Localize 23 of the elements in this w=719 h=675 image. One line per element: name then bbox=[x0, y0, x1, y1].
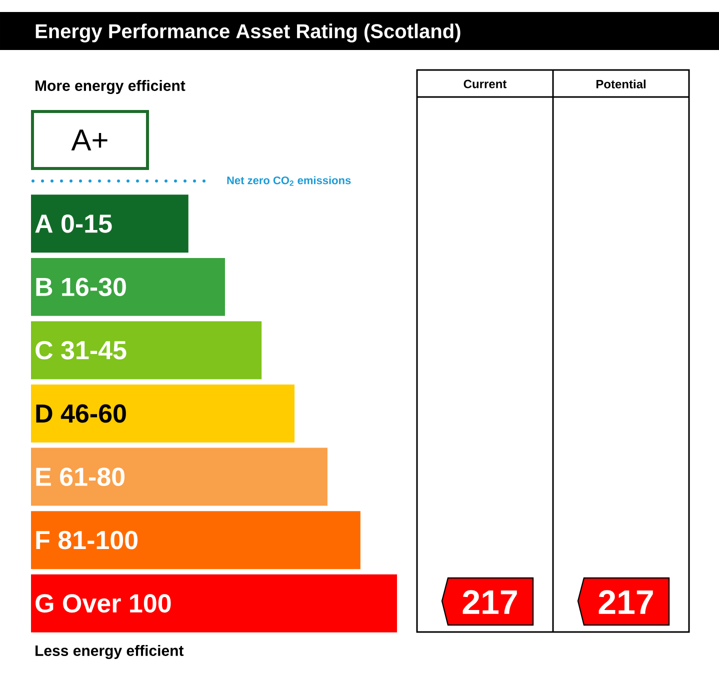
y-tick-label: B 16-30 bbox=[36, 278, 126, 296]
bar bbox=[31, 321, 262, 380]
bar bbox=[31, 574, 398, 632]
text: Net zero CO$_{2}$ emissions bbox=[227, 176, 351, 186]
text: 217 bbox=[462, 590, 517, 614]
text: More energy efficient bbox=[36, 80, 186, 94]
bar bbox=[31, 384, 295, 443]
y-tick-label: E 61-80 bbox=[36, 468, 124, 486]
text: Less energy efficient bbox=[36, 644, 184, 660]
bar bbox=[31, 258, 225, 316]
bar bbox=[31, 448, 328, 506]
y-tick-label: A 0-15 bbox=[35, 214, 112, 233]
y-tick-label: C 31-45 bbox=[36, 340, 126, 360]
text: 217 bbox=[598, 590, 653, 614]
bar bbox=[31, 511, 360, 570]
y-tick-label: F 81-100 bbox=[36, 530, 138, 550]
y-tick-label: D 46-60 bbox=[36, 404, 126, 423]
text: A+ bbox=[71, 130, 108, 150]
text: Current bbox=[464, 80, 507, 88]
chart-title: Energy Performance Asset Rating (Scotland) bbox=[36, 24, 460, 42]
bar bbox=[31, 194, 188, 253]
text: Potential bbox=[596, 80, 646, 88]
y-tick-label: G Over 100 bbox=[36, 594, 171, 613]
